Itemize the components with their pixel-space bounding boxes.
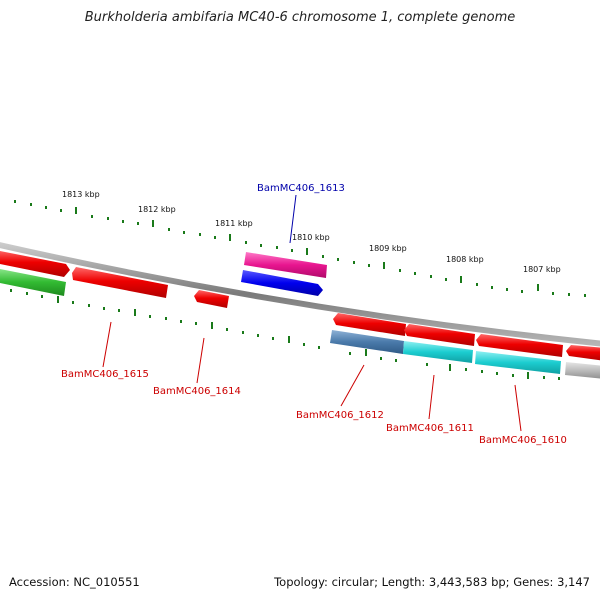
gene-labels: BamMC406_1613 BamMC406_1615 BamMC406_161… xyxy=(61,183,567,446)
kbp-label: 1810 kbp xyxy=(292,233,330,242)
leader-line xyxy=(514,384,522,432)
gene-arrow-red xyxy=(404,324,475,346)
kbp-label: 1807 kbp xyxy=(523,265,561,274)
leader-line xyxy=(340,364,365,407)
leader-line xyxy=(428,374,435,420)
gene-label: BamMC406_1614 xyxy=(153,386,241,397)
gene-arrow-red xyxy=(476,334,563,357)
kbp-label: 1811 kbp xyxy=(215,219,253,228)
gene-label: BamMC406_1612 xyxy=(296,410,384,421)
gene-label: BamMC406_1610 xyxy=(479,435,567,446)
leader-line xyxy=(102,321,112,368)
gene-arrow-cyan xyxy=(475,351,561,374)
gene-arrow-green xyxy=(0,268,66,296)
gene-arrow-red xyxy=(566,345,600,361)
outer-tick-ring xyxy=(14,200,586,297)
kbp-scale-labels: 1813 kbp 1812 kbp 1811 kbp 1810 kbp 1809… xyxy=(62,190,561,274)
gene-arrow-red xyxy=(72,267,168,298)
gene-label: BamMC406_1611 xyxy=(386,423,474,434)
gene-label: BamMC406_1613 xyxy=(257,183,345,194)
reverse-strand-genes xyxy=(0,268,600,379)
kbp-label: 1813 kbp xyxy=(62,190,100,199)
gene-arrow-magenta xyxy=(244,252,327,278)
gene-arrow-steelblue xyxy=(330,330,404,354)
kbp-label: 1812 kbp xyxy=(138,205,176,214)
kbp-label: 1809 kbp xyxy=(369,244,407,253)
inner-tick-ring xyxy=(10,289,560,380)
gene-arrow-blue xyxy=(241,270,323,296)
kbp-label: 1808 kbp xyxy=(446,255,484,264)
accession-text: Accession: NC_010551 xyxy=(9,575,140,589)
chromosome-backbone xyxy=(0,242,600,347)
gene-arrow-red xyxy=(194,290,229,308)
label-leader-lines xyxy=(102,194,522,432)
forward-strand-genes xyxy=(0,250,327,308)
leader-line xyxy=(196,337,205,384)
gene-arrow-cyan xyxy=(403,341,473,363)
gene-arrow-red xyxy=(333,313,406,336)
map-title: Burkholderia ambifaria MC40-6 chromosome… xyxy=(84,10,516,25)
leader-line xyxy=(289,194,297,244)
genome-summary-text: Topology: circular; Length: 3,443,583 bp… xyxy=(274,575,590,589)
gene-label: BamMC406_1615 xyxy=(61,369,149,380)
gene-arrow-red xyxy=(0,250,70,277)
gene-arrow-gray xyxy=(565,362,600,379)
